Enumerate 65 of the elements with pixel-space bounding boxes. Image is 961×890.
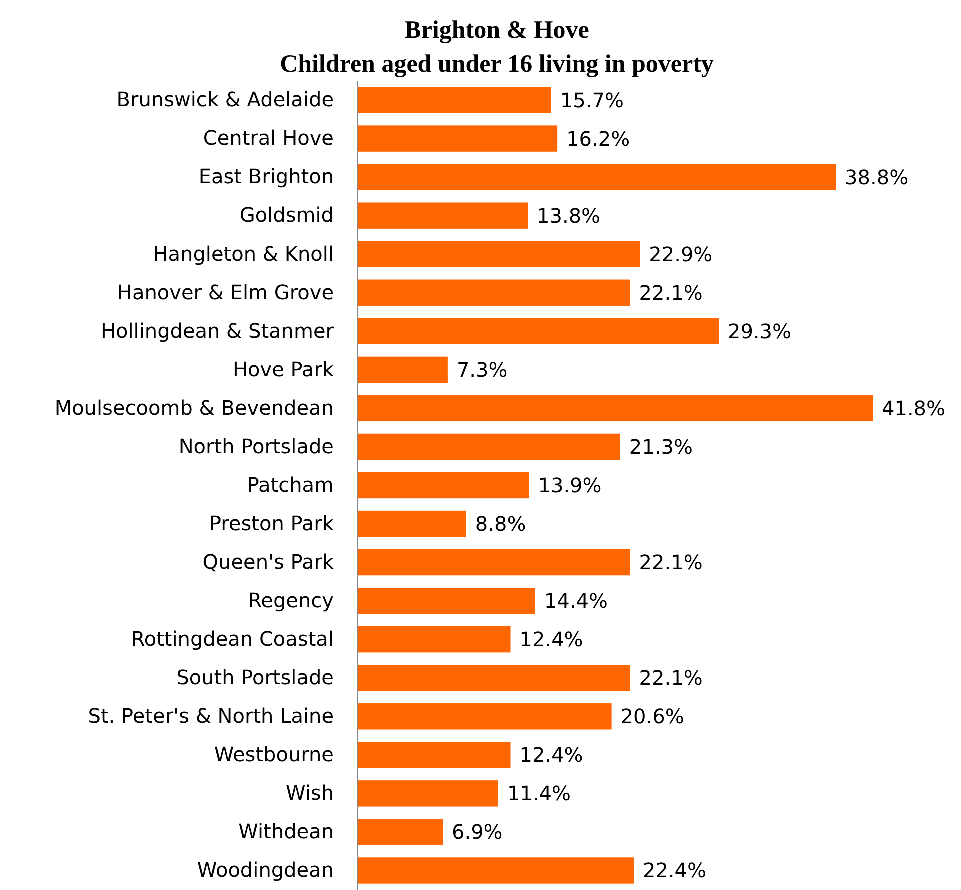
y-tick-label: East Brighton <box>198 164 334 189</box>
y-tick-label: Preston Park <box>209 511 334 536</box>
bar <box>358 164 836 190</box>
data-label: 8.8% <box>475 512 526 536</box>
data-label: 22.4% <box>642 858 707 883</box>
data-label: 20.6% <box>620 704 684 729</box>
y-tick-label: North Portslade <box>178 434 334 458</box>
data-label: 22.1% <box>639 280 703 305</box>
chart-subtitle: Children aged under 16 living in poverty <box>280 51 714 78</box>
data-label: 38.8% <box>845 165 909 190</box>
y-tick-label: Queen's Park <box>202 550 334 574</box>
data-label: 29.3% <box>728 319 792 344</box>
y-tick-label: South Portslade <box>176 666 334 690</box>
bar <box>358 704 612 730</box>
y-tick-label: Wish <box>286 781 334 806</box>
y-tick-label: Rottingdean Coastal <box>131 626 334 651</box>
y-tick-label: Hangleton & Knoll <box>153 242 334 266</box>
chart-title: Brighton & Hove <box>404 17 590 44</box>
bar <box>358 241 640 268</box>
y-tick-label: Withdean <box>238 820 334 844</box>
data-label: 15.7% <box>560 88 624 112</box>
bar <box>358 87 552 114</box>
bar <box>358 780 498 807</box>
data-label: 7.3% <box>456 358 508 382</box>
y-tick-label: Hove Park <box>233 357 334 382</box>
data-label: 12.4% <box>520 628 584 652</box>
y-tick-label: Central Hove <box>203 126 334 150</box>
bar <box>358 858 634 884</box>
y-tick-label: Westbourne <box>214 742 334 767</box>
bar <box>358 819 444 846</box>
y-tick-label: St. Peter's & North Laine <box>88 704 334 728</box>
bar <box>358 126 558 152</box>
y-tick-label: Brunswick & Adelaide <box>116 88 334 112</box>
bar <box>358 742 511 768</box>
data-label: 13.9% <box>538 474 602 498</box>
data-label: 14.4% <box>544 589 608 614</box>
bar <box>358 318 719 345</box>
bar <box>358 588 536 614</box>
bar <box>358 434 620 460</box>
data-label: 6.9% <box>452 820 503 844</box>
bar <box>358 202 528 229</box>
y-tick-label: Woodingdean <box>197 858 334 882</box>
y-tick-label: Hanover & Elm Grove <box>117 280 334 304</box>
y-tick-label: Patcham <box>247 472 334 497</box>
data-label: 22.9% <box>649 242 713 266</box>
data-label: 41.8% <box>882 396 946 420</box>
data-label: 22.1% <box>639 550 703 575</box>
y-tick-label: Goldsmid <box>240 203 334 228</box>
bar <box>358 626 511 653</box>
data-label: 11.4% <box>507 782 571 806</box>
data-label: 12.4% <box>520 743 584 768</box>
data-label: 21.3% <box>629 434 693 459</box>
bar <box>358 395 873 422</box>
bar <box>358 472 530 499</box>
bar <box>358 510 466 538</box>
data-label: 22.1% <box>639 666 703 690</box>
y-tick-label: Moulsecoomb & Bevendean <box>54 396 334 420</box>
y-tick-label: Hollingdean & Stanmer <box>100 318 335 343</box>
bar <box>358 280 630 306</box>
data-label: 13.8% <box>537 204 601 228</box>
bar <box>358 356 448 384</box>
y-tick-label: Regency <box>248 588 334 612</box>
bar <box>358 665 630 692</box>
data-label: 16.2% <box>566 126 630 151</box>
bar <box>358 549 630 576</box>
